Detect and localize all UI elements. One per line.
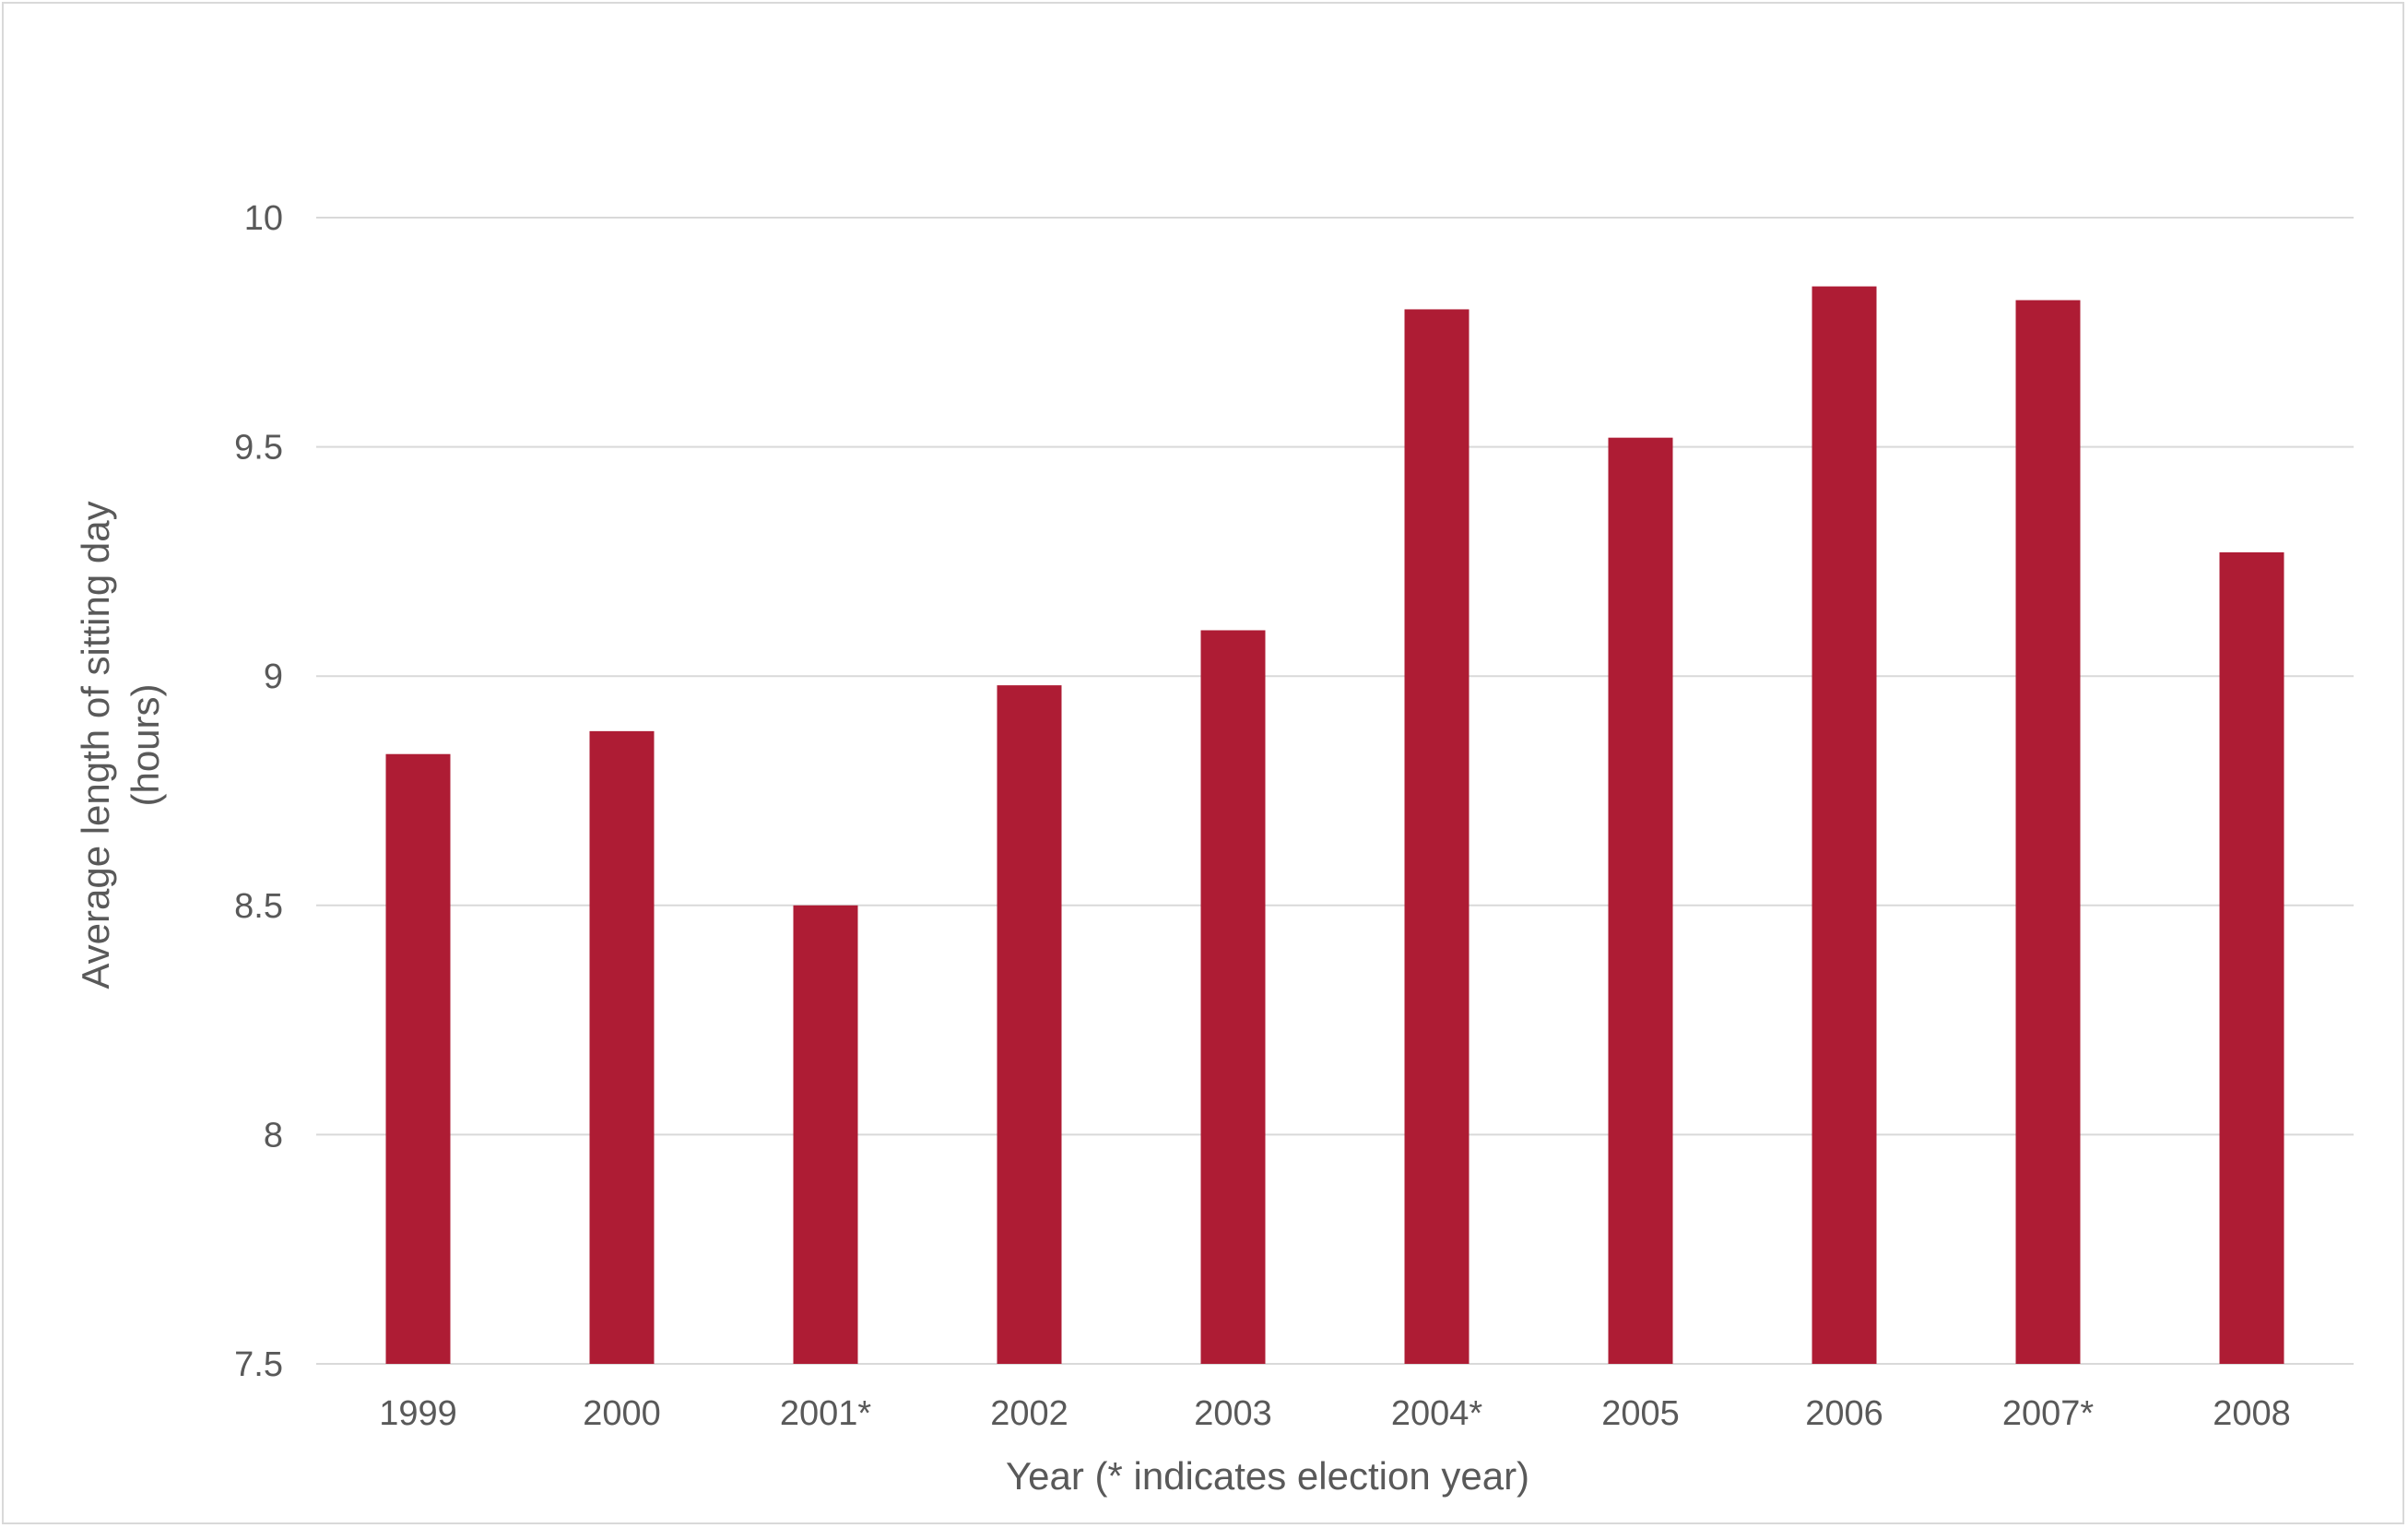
- y-axis-title: Average length of sitting day: [74, 501, 117, 989]
- y-axis-unit: (hours): [124, 683, 167, 806]
- x-tick-label: 2002: [990, 1394, 1068, 1433]
- bar-2003: [1200, 630, 1266, 1364]
- x-tick-label: 2003: [1194, 1394, 1272, 1433]
- x-tick-labels: 1999 2000 2001* 2002 2003 2004* 2005 2006 2007* 2…: [379, 1394, 2291, 1433]
- x-tick-label: 1999: [379, 1394, 457, 1433]
- x-tick-label: 2001*: [780, 1394, 872, 1433]
- x-tick-label: 2008: [2213, 1394, 2291, 1433]
- x-tick-label: 2000: [583, 1394, 661, 1433]
- bar-2002: [997, 685, 1062, 1364]
- bar-2001-election: [793, 905, 858, 1364]
- gridlines: [316, 217, 2354, 1365]
- bar-2008: [2219, 551, 2284, 1364]
- bars: [385, 286, 2284, 1365]
- y-tick-label: 8: [264, 1116, 283, 1155]
- y-tick-label: 7.5: [234, 1345, 283, 1384]
- bar-2007-election: [2015, 300, 2081, 1365]
- bar-2000: [589, 730, 655, 1364]
- x-tick-label: 2004*: [1391, 1394, 1483, 1433]
- x-axis-title: Year (* indicates election year): [1006, 1454, 1529, 1498]
- y-tick-label: 9.5: [234, 429, 283, 468]
- y-tick-label: 9: [264, 657, 283, 696]
- bar-2005: [1608, 437, 1673, 1364]
- bar-1999: [385, 753, 451, 1364]
- y-tick-label: 10: [244, 199, 283, 238]
- bar-2006: [1812, 286, 1877, 1365]
- x-tick-label: 2007*: [2002, 1394, 2095, 1433]
- x-tick-label: 2006: [1805, 1394, 1883, 1433]
- bar-2004-election: [1404, 309, 1470, 1365]
- y-tick-labels: 7.5 8 8.5 9 9.5 10: [234, 199, 283, 1384]
- y-tick-label: 8.5: [234, 887, 283, 926]
- x-tick-label: 2005: [1601, 1394, 1680, 1433]
